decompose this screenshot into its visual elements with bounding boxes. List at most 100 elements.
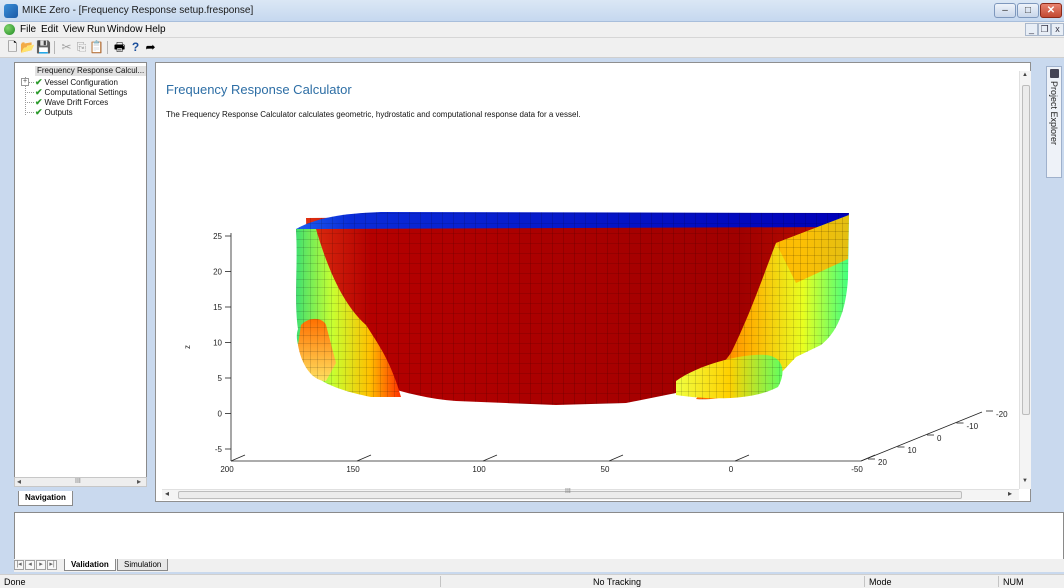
toolbar-separator (54, 41, 55, 54)
title-bar: MIKE Zero - [Frequency Response setup.fr… (0, 0, 1064, 22)
check-icon: ✔ (35, 97, 43, 107)
status-separator (440, 576, 441, 587)
cut-icon[interactable]: ✂ (61, 40, 72, 54)
maximize-button[interactable]: □ (1017, 3, 1039, 18)
tab-last-icon[interactable]: ▸| (47, 560, 57, 570)
x-tick (860, 454, 876, 462)
scroll-left-icon[interactable]: ◂ (165, 489, 170, 498)
tab-first-icon[interactable]: |◂ (14, 560, 24, 570)
z-tick-label: 15 (213, 303, 222, 312)
navigation-tree: Frequency Response Calcul... + ✔ Vessel C… (14, 62, 147, 486)
tree-connector (29, 82, 34, 83)
y-tick-label: 0 (937, 434, 942, 443)
num-lock-indicator: NUM (1003, 577, 1024, 587)
navigation-horizontal-scrollbar[interactable]: ◂ III ▸ (14, 477, 147, 487)
page-title: Frequency Response Calculator (166, 82, 352, 97)
status-separator (998, 576, 999, 587)
y-axis: -20 -10 0 10 20 (868, 410, 1008, 467)
tree-item-computational-settings[interactable]: ✔ Computational Settings (35, 87, 127, 98)
new-document-icon[interactable]: 🗋 (7, 40, 18, 54)
x-tick-label: 0 (729, 465, 734, 474)
tree-item-outputs[interactable]: ✔ Outputs (35, 107, 73, 118)
scroll-thumb[interactable] (178, 491, 962, 499)
open-folder-icon[interactable]: 📂 (20, 40, 35, 54)
expand-icon[interactable]: + (21, 78, 29, 86)
scroll-right-icon[interactable]: ▸ (137, 477, 142, 486)
tab-next-icon[interactable]: ▸ (36, 560, 46, 570)
main-horizontal-scrollbar[interactable]: ◂ III ▸ (162, 488, 1019, 500)
scroll-grip: III (75, 478, 81, 485)
scroll-down-icon[interactable]: ▼ (1022, 478, 1028, 484)
save-icon[interactable]: 💾 (36, 40, 51, 54)
x-tick (482, 454, 498, 462)
output-pane (14, 512, 1064, 560)
help-icon[interactable]: ? (131, 40, 140, 54)
main-panel: Frequency Response Calculator The Freque… (155, 62, 1031, 502)
document-icon[interactable] (4, 24, 15, 35)
bottom-tab-strip: |◂ ◂ ▸ ▸| Validation Simulation (14, 559, 1064, 572)
x-tick-label: -50 (851, 465, 863, 474)
menu-file[interactable]: File (20, 24, 37, 35)
main-vertical-scrollbar[interactable]: ▲ ▼ (1019, 71, 1031, 489)
z-tick-label: 10 (213, 339, 222, 348)
scroll-left-icon[interactable]: ◂ (17, 477, 22, 486)
z-tick-label: -5 (215, 445, 223, 454)
y-tick-label: -20 (996, 410, 1008, 419)
page-description: The Frequency Response Calculator calcul… (166, 110, 581, 119)
project-explorer-tab[interactable]: Project Explorer (1046, 66, 1062, 178)
x-tick-label: 150 (346, 465, 360, 474)
menu-window[interactable]: Window (107, 24, 143, 35)
y-tick-label: -10 (967, 422, 979, 431)
close-button[interactable]: ✕ (1040, 3, 1062, 18)
x-axis: 200 150 100 50 0 -50 (220, 454, 876, 474)
check-icon: ✔ (35, 77, 43, 87)
tree-item-label: Outputs (44, 108, 73, 117)
status-bar: Done No Tracking Mode NUM (0, 574, 1064, 588)
app-icon (4, 4, 18, 18)
scroll-right-icon[interactable]: ▸ (1008, 489, 1013, 498)
y-tick-label: 10 (908, 446, 917, 455)
mdi-close-button[interactable]: x (1051, 23, 1064, 36)
toolbar-separator (107, 41, 108, 54)
project-explorer-label: Project Explorer (1049, 81, 1059, 146)
menu-edit[interactable]: Edit (41, 24, 59, 35)
tree-item-label: Wave Drift Forces (44, 98, 109, 107)
scroll-up-icon[interactable]: ▲ (1022, 72, 1028, 78)
z-tick-label: 20 (213, 268, 222, 277)
check-icon: ✔ (35, 87, 43, 97)
print-icon[interactable]: 🖶 (113, 40, 126, 54)
project-explorer-icon (1050, 69, 1059, 78)
minimize-button[interactable]: – (994, 3, 1016, 18)
tree-item-wave-drift-forces[interactable]: ✔ Wave Drift Forces (35, 97, 108, 108)
paste-icon[interactable]: 📋 (89, 40, 104, 54)
status-separator (864, 576, 865, 587)
tab-navigation[interactable]: Navigation (18, 491, 73, 506)
tree-item-label: Computational Settings (44, 88, 128, 97)
z-axis: 25 20 15 10 5 0 -5 (213, 232, 231, 454)
tree-connector (25, 92, 34, 93)
scroll-thumb[interactable] (1022, 85, 1030, 415)
tab-validation[interactable]: Validation (64, 559, 116, 571)
z-tick-label: 25 (213, 232, 222, 241)
tree-item-vessel-configuration[interactable]: ✔ Vessel Configuration (35, 77, 118, 88)
tree-root-item[interactable]: Frequency Response Calcul... (35, 66, 147, 76)
z-tick-label: 0 (218, 410, 223, 419)
copy-icon[interactable]: ⎘ (76, 40, 87, 54)
z-axis-label: z (183, 345, 192, 349)
menu-run[interactable]: Run (87, 24, 106, 35)
x-tick-label: 50 (601, 465, 610, 474)
menu-help[interactable]: Help (145, 24, 166, 35)
menu-view[interactable]: View (63, 24, 85, 35)
mdi-minimize-button[interactable]: _ (1025, 23, 1038, 36)
tree-connector (25, 102, 34, 103)
mode-status: Mode (869, 577, 892, 587)
x-tick (734, 454, 750, 462)
tab-simulation[interactable]: Simulation (117, 559, 169, 571)
tracking-status: No Tracking (593, 577, 642, 587)
context-help-icon[interactable]: ➦ (145, 40, 156, 54)
tab-prev-icon[interactable]: ◂ (25, 560, 35, 570)
y-tick-label: 20 (878, 458, 887, 467)
tree-connector (25, 77, 26, 115)
mdi-restore-button[interactable]: ❐ (1038, 23, 1051, 36)
